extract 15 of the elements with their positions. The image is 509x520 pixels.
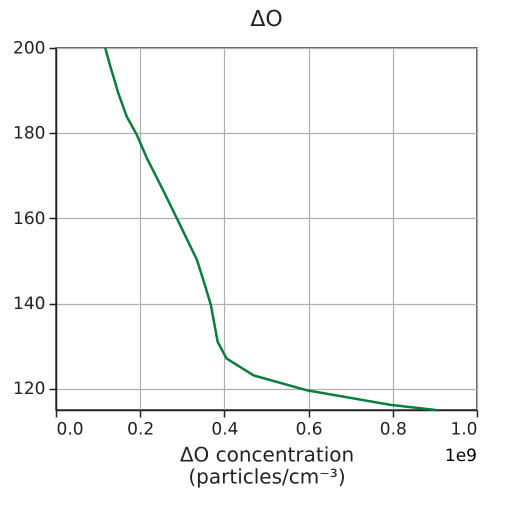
x-tick-label: 1.0 — [450, 420, 478, 440]
text: 1e9 — [444, 446, 477, 466]
x-tick-label: 0.6 — [296, 420, 323, 440]
chart-title: ΔO — [250, 7, 283, 32]
x-tick-label: 0.8 — [380, 420, 407, 440]
y-tick-label: 160 — [13, 208, 46, 229]
line-series — [104, 46, 437, 412]
x-tick-label: 0.2 — [127, 420, 154, 440]
x-tick-label: 0.4 — [211, 420, 238, 440]
y-tick-label: 120 — [13, 379, 46, 400]
y-tick-label: 200 — [13, 38, 46, 58]
y-tick-label: 180 — [13, 124, 46, 144]
x-tick-label: 0.0 — [56, 420, 84, 440]
x-axis-title: ΔO concentration (particles/cm⁻³) — [180, 442, 354, 488]
y-tick-label: 140 — [13, 294, 46, 314]
